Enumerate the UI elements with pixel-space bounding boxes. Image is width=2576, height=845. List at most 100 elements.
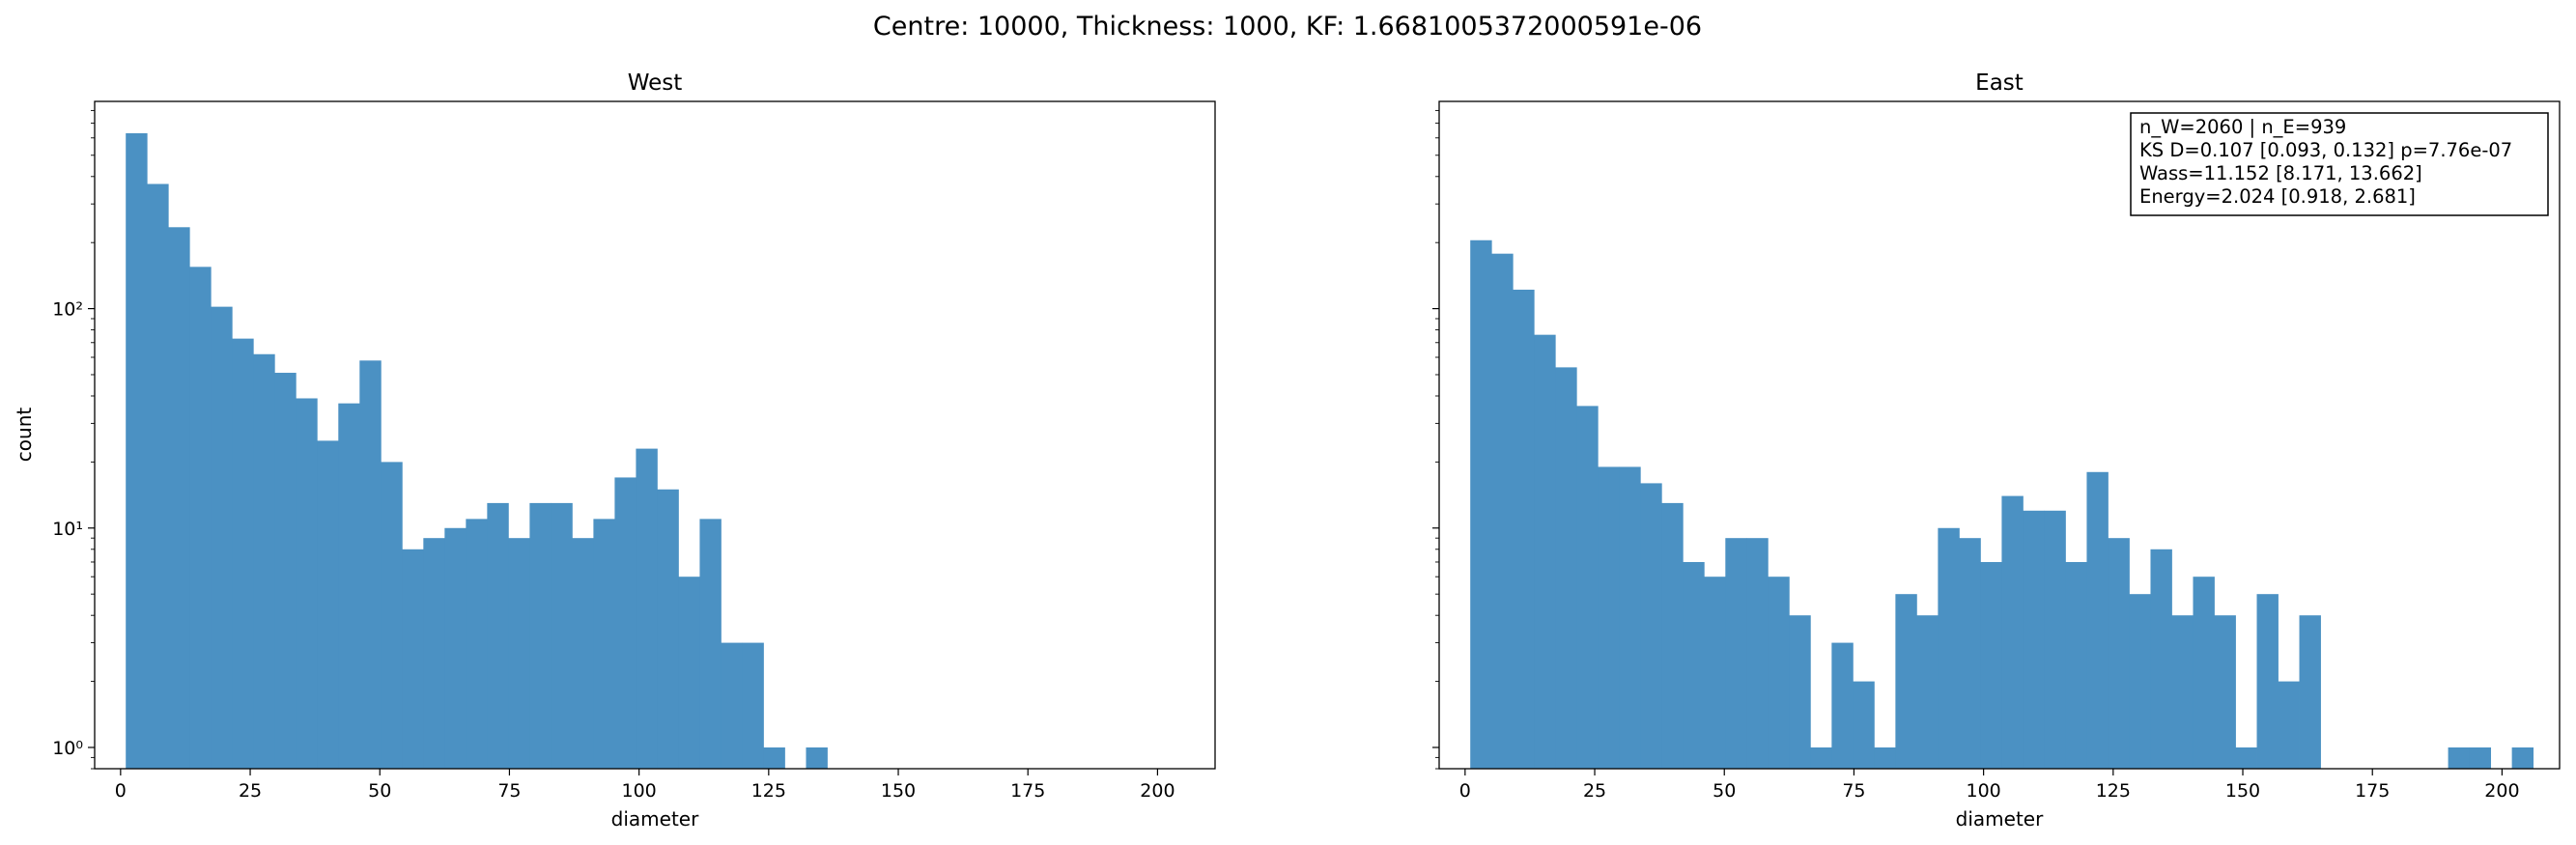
east-x-tick-label: 50 <box>1713 780 1736 802</box>
east-bar-25 <box>2001 495 2024 769</box>
west-bar-11 <box>359 360 382 769</box>
west-x-tick-label: 100 <box>621 780 656 802</box>
east-bar-10 <box>1683 561 1705 769</box>
west-axes-frame <box>94 100 1216 770</box>
east-x-tick-label: 125 <box>2096 780 2131 802</box>
east-bar-17 <box>1831 642 1854 769</box>
west-bar-26 <box>678 577 700 769</box>
east-bar-34 <box>2193 577 2215 769</box>
west-bar-19 <box>529 502 552 769</box>
stats-line-ks: KS D=0.107 [0.093, 0.132] p=7.76e-07 <box>2139 139 2512 161</box>
east-bar-37 <box>2256 594 2279 769</box>
east-x-tick-label: 175 <box>2355 780 2390 802</box>
west-bar-7 <box>274 373 297 769</box>
west-x-tick-label: 150 <box>881 780 916 802</box>
west-y-tick-label: 10² <box>52 299 83 321</box>
west-y-ticks: 10⁰ 10¹ 10² <box>52 109 95 770</box>
west-y-tick-label: 10⁰ <box>52 738 83 759</box>
east-bar-36 <box>2235 746 2257 769</box>
west-bar-9 <box>317 440 339 769</box>
east-bar-12 <box>1725 538 1747 769</box>
west-histogram-bars <box>126 132 828 770</box>
figure-suptitle: Centre: 10000, Thickness: 1000, KF: 1.66… <box>873 12 1702 42</box>
west-bar-0 <box>126 132 148 770</box>
west-x-tick-label: 175 <box>1010 780 1045 802</box>
east-x-tick-label: 200 <box>2484 780 2519 802</box>
east-bar-20 <box>1895 594 1917 769</box>
east-x-ticks: 0 25 50 75 100 125 150 175 200 <box>1459 769 2520 802</box>
east-bar-46 <box>2448 746 2470 769</box>
west-bar-17 <box>487 502 509 769</box>
east-y-ticks <box>1432 109 1439 770</box>
west-x-tick-label: 75 <box>497 780 521 802</box>
east-x-tick-label: 0 <box>1459 780 1471 802</box>
west-bar-30 <box>763 746 785 769</box>
east-bar-21 <box>1916 615 1939 769</box>
east-bar-0 <box>1470 239 1492 769</box>
west-bar-18 <box>508 538 530 769</box>
east-axes-frame <box>1438 100 2561 770</box>
east-bar-38 <box>2278 681 2300 769</box>
west-bar-25 <box>657 489 679 769</box>
west-bar-3 <box>189 267 212 770</box>
west-bar-23 <box>614 477 637 769</box>
stats-line-counts: n_W=2060 | n_E=939 <box>2139 116 2346 138</box>
east-bar-3 <box>1534 334 1556 769</box>
east-bar-16 <box>1810 746 1832 769</box>
east-x-tick-label: 25 <box>1583 780 1606 802</box>
west-bar-16 <box>466 519 488 769</box>
west-bar-2 <box>168 227 190 769</box>
west-y-axis-label: count <box>13 408 36 463</box>
east-bar-29 <box>2086 471 2109 769</box>
west-bar-32 <box>806 746 828 769</box>
west-bar-28 <box>721 642 743 769</box>
west-bar-27 <box>699 519 722 769</box>
east-x-axis-label: diameter <box>1956 807 2044 831</box>
west-bar-14 <box>423 538 445 769</box>
stats-box-frame <box>2130 112 2549 216</box>
east-bar-31 <box>2129 594 2151 769</box>
east-bar-6 <box>1598 466 1620 769</box>
east-bar-49 <box>2511 746 2534 769</box>
east-bar-35 <box>2214 615 2236 769</box>
west-bar-22 <box>593 519 615 769</box>
east-x-tick-label: 150 <box>2225 780 2260 802</box>
west-y-tick-label: 10¹ <box>52 519 83 540</box>
east-bar-30 <box>2108 538 2130 769</box>
west-x-tick-label: 200 <box>1140 780 1175 802</box>
east-title: East <box>1975 70 2024 96</box>
west-bar-20 <box>551 502 573 769</box>
west-x-tick-label: 0 <box>115 780 127 802</box>
east-bar-32 <box>2150 549 2172 769</box>
east-bar-22 <box>1938 527 1960 769</box>
stats-line-wasserstein: Wass=11.152 [8.171, 13.662] <box>2139 162 2422 184</box>
stats-line-energy: Energy=2.024 [0.918, 2.681] <box>2139 185 2416 208</box>
west-x-axis-label: diameter <box>611 807 699 831</box>
east-bar-15 <box>1789 615 1811 769</box>
east-histogram-bars <box>1470 239 2534 769</box>
west-x-tick-label: 125 <box>751 780 786 802</box>
west-bar-24 <box>636 448 658 769</box>
east-bar-47 <box>2469 746 2492 769</box>
east-x-tick-label: 75 <box>1842 780 1865 802</box>
stats-box: n_W=2060 | n_E=939 KS D=0.107 [0.093, 0.… <box>2130 112 2549 216</box>
east-bar-39 <box>2299 615 2321 769</box>
east-bar-9 <box>1661 502 1684 769</box>
west-bar-13 <box>402 549 424 769</box>
east-bar-14 <box>1768 577 1790 769</box>
west-title: West <box>628 70 683 96</box>
east-bar-33 <box>2171 615 2194 769</box>
east-bar-5 <box>1576 406 1599 769</box>
east-bar-26 <box>2023 510 2045 769</box>
east-x-tick-label: 100 <box>1966 780 2000 802</box>
west-x-tick-label: 50 <box>368 780 391 802</box>
west-bar-15 <box>444 527 467 769</box>
east-bar-24 <box>1980 561 2002 769</box>
east-bar-27 <box>2044 510 2066 769</box>
west-bar-29 <box>742 642 764 769</box>
west-bar-8 <box>296 398 318 769</box>
west-bar-12 <box>381 462 403 769</box>
west-bar-4 <box>211 306 233 769</box>
east-bar-4 <box>1555 367 1577 769</box>
